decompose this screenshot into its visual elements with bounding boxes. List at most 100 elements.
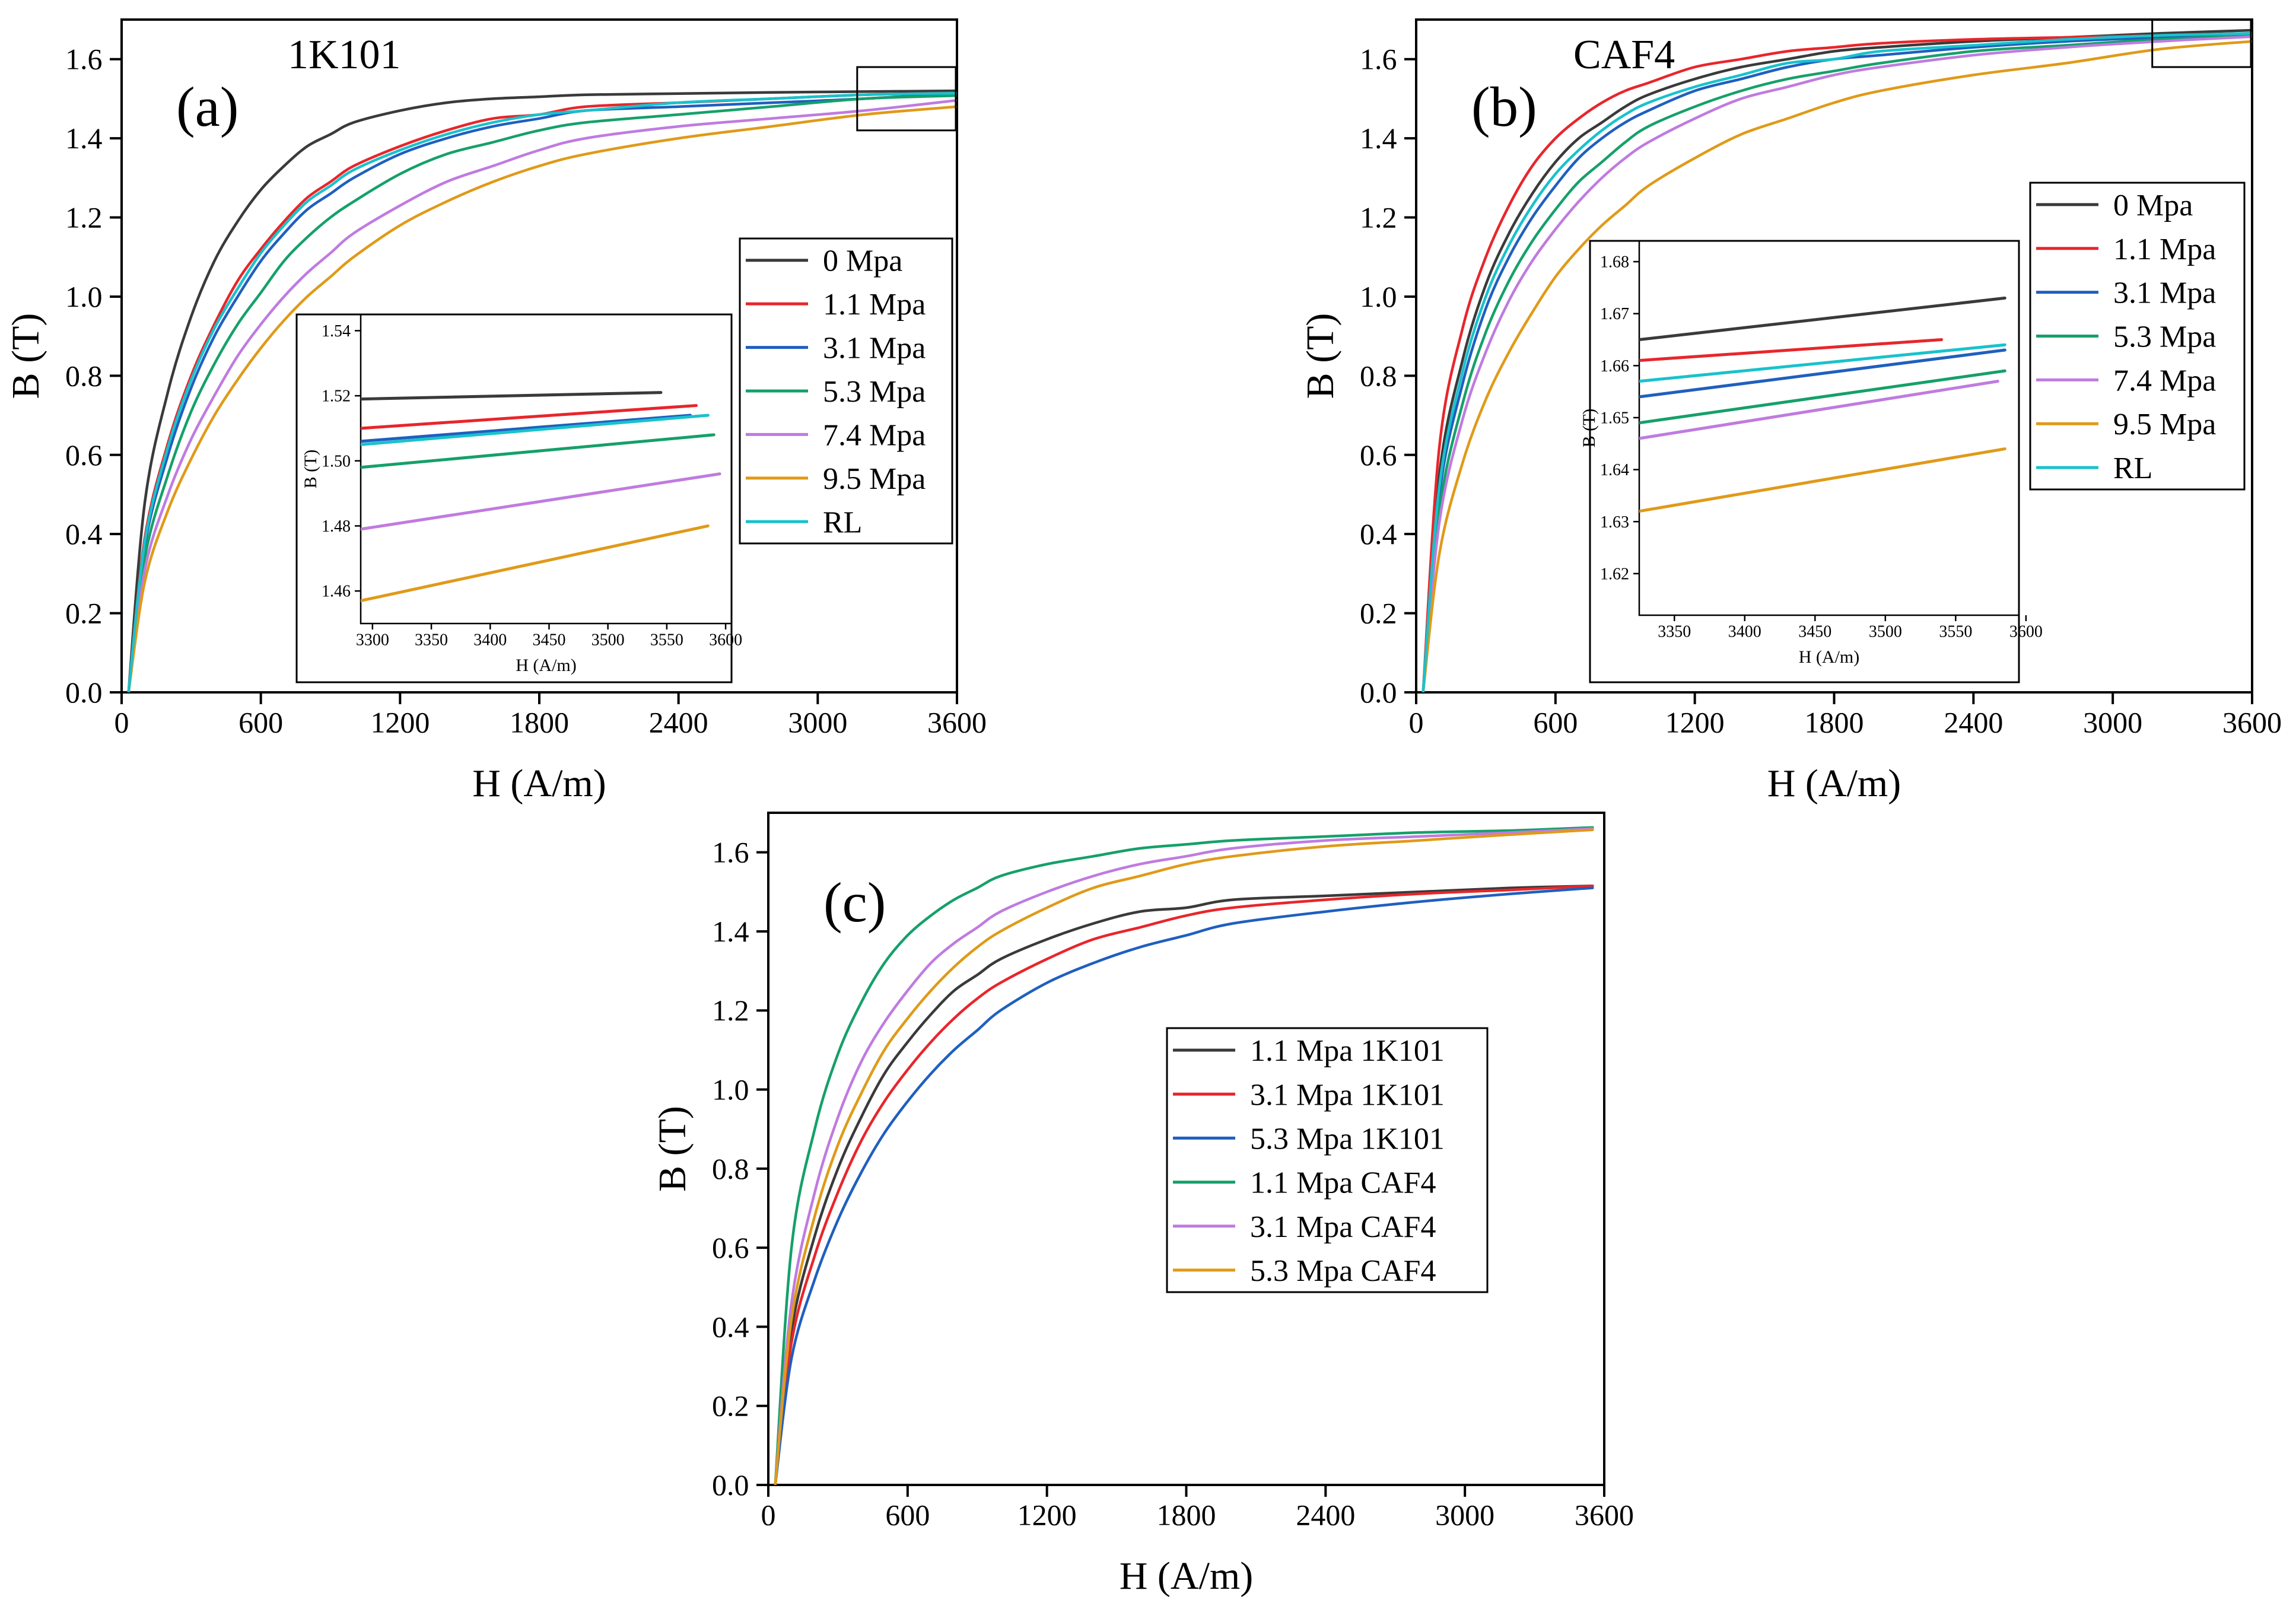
series-line-9-5-mpa bbox=[361, 524, 710, 603]
legend-label: 1.1 Mpa 1K101 bbox=[1250, 1034, 1445, 1068]
y-tick-label: 1.2 bbox=[65, 201, 103, 234]
series-line-3-1-mpa-1k101 bbox=[774, 885, 1594, 1485]
series-line-0-mpa bbox=[1422, 28, 2252, 692]
legend-label: 1.1 Mpa CAF4 bbox=[1250, 1166, 1436, 1200]
series-line-3-1-mpa bbox=[1422, 33, 2252, 692]
series-line-1-1-mpa-1k101 bbox=[774, 885, 1594, 1485]
series-line-1-1-mpa-caf4 bbox=[774, 826, 1594, 1485]
chart-panel-a: 0 600 1200 1800 2400 3000 3600 0.0 0.2 0.4 0.6 0.8 1… bbox=[4, 18, 987, 805]
legend: 0 Mpa 1.1 Mpa 3.1 Mpa 5.3 Mpa 7.4 Mpa 9.5 Mpa… bbox=[739, 237, 953, 545]
y-tick-label: 1.0 bbox=[712, 1073, 749, 1106]
plot-frame bbox=[1638, 240, 2020, 616]
y-tick-label: 1.68 bbox=[1600, 253, 1629, 272]
y-tick-label: 1.2 bbox=[1360, 201, 1397, 234]
legend: 1.1 Mpa 1K101 3.1 Mpa 1K101 5.3 Mpa 1K101 1… bbox=[1166, 1027, 1489, 1293]
series-line-7-4-mpa bbox=[1422, 35, 2252, 692]
x-tick-label: 3000 bbox=[2083, 706, 2142, 739]
y-tick-label: 1.67 bbox=[1600, 305, 1629, 323]
zoom-box bbox=[2151, 18, 2252, 68]
legend-label: 5.3 Mpa 1K101 bbox=[1250, 1122, 1445, 1156]
series-line-3-1-mpa-caf4 bbox=[774, 827, 1594, 1485]
y-tick-label: 0.2 bbox=[712, 1389, 749, 1423]
y-tick-label: 1.50 bbox=[322, 452, 351, 470]
legend-label: 9.5 Mpa bbox=[2113, 408, 2216, 441]
legend-label: 3.1 Mpa CAF4 bbox=[1250, 1210, 1436, 1244]
series-line-rl bbox=[361, 414, 710, 446]
y-tick-label: 0.4 bbox=[712, 1310, 749, 1343]
y-tick-label: 1.46 bbox=[322, 583, 351, 601]
series-line-0-mpa bbox=[361, 391, 663, 401]
legend-label: 0 Mpa bbox=[2113, 189, 2193, 222]
y-tick-label: 0.0 bbox=[712, 1468, 749, 1502]
x-tick-label: 600 bbox=[1533, 706, 1578, 739]
series-line-3-1-mpa bbox=[127, 91, 957, 692]
x-tick-label: 600 bbox=[238, 706, 283, 739]
x-tick-label: 1800 bbox=[1805, 706, 1864, 739]
x-tick-label: 3600 bbox=[2009, 623, 2043, 641]
y-tick-label: 1.52 bbox=[322, 387, 351, 406]
inset-series-group bbox=[361, 391, 721, 603]
y-tick-label: 1.0 bbox=[1360, 280, 1397, 313]
y-tick-label: 1.63 bbox=[1600, 513, 1629, 532]
y-tick-label: 0.2 bbox=[65, 597, 103, 630]
chart-panel-b: 0 600 1200 1800 2400 3000 3600 0.0 0.2 0.4 0.6 0.8 1… bbox=[1299, 18, 2282, 805]
x-tick-label: 3400 bbox=[1728, 623, 1761, 641]
series-line-7-4-mpa bbox=[361, 472, 721, 531]
y-tick-label: 0.0 bbox=[1360, 676, 1397, 709]
x-tick-label: 3000 bbox=[788, 706, 847, 739]
series-line-1-1-mpa bbox=[361, 404, 698, 430]
y-tick-label: 1.66 bbox=[1600, 357, 1629, 376]
chart-title: CAF4 bbox=[1573, 32, 1675, 78]
inset-series-group bbox=[1639, 296, 2006, 513]
plot-frame bbox=[360, 313, 733, 625]
x-tick-label: 2400 bbox=[1944, 706, 2003, 739]
x-tick-label: 3600 bbox=[1575, 1499, 1634, 1532]
x-axis-label: H (A/m) bbox=[516, 656, 576, 675]
x-tick-label: 3600 bbox=[709, 631, 742, 650]
x-tick-label: 3000 bbox=[1435, 1499, 1494, 1532]
legend-label: 3.1 Mpa 1K101 bbox=[1250, 1078, 1445, 1112]
x-tick-label: 0 bbox=[1409, 706, 1424, 739]
x-tick-label: 0 bbox=[761, 1499, 776, 1532]
y-axis-label: B (T) bbox=[1299, 313, 1342, 399]
panel-label: (b) bbox=[1471, 75, 1537, 138]
series-line-rl bbox=[1422, 32, 2252, 692]
series-line-5-3-mpa bbox=[361, 433, 715, 469]
x-tick-label: 2400 bbox=[649, 706, 708, 739]
series-group bbox=[774, 826, 1594, 1485]
legend-label: 5.3 Mpa bbox=[823, 375, 926, 409]
y-tick-label: 1.4 bbox=[65, 122, 103, 155]
legend-frame bbox=[1166, 1027, 1489, 1293]
chart-title: 1K101 bbox=[288, 32, 401, 78]
y-tick-label: 0.8 bbox=[65, 359, 103, 392]
chart-panel-c: 0 600 1200 1800 2400 3000 3600 0.0 0.2 0.4 0.6 0.8 1… bbox=[651, 812, 1634, 1598]
series-line-0-mpa bbox=[127, 89, 957, 692]
legend-label: 3.1 Mpa bbox=[823, 332, 926, 365]
series-line-9-5-mpa bbox=[1422, 40, 2252, 692]
y-axis-label: B (T) bbox=[651, 1106, 694, 1192]
series-line-1-1-mpa bbox=[1639, 338, 1944, 362]
x-tick-label: 2400 bbox=[1296, 1499, 1355, 1532]
y-tick-label: 0.6 bbox=[712, 1231, 749, 1264]
x-axis-label: H (A/m) bbox=[472, 762, 606, 805]
y-tick-label: 1.54 bbox=[322, 322, 351, 341]
y-tick-label: 0.8 bbox=[712, 1152, 749, 1185]
x-tick-label: 1800 bbox=[1157, 1499, 1216, 1532]
y-tick-label: 0.0 bbox=[65, 676, 103, 709]
x-tick-label: 3300 bbox=[356, 631, 389, 650]
series-group bbox=[127, 89, 957, 692]
y-tick-label: 1.6 bbox=[712, 836, 749, 869]
x-tick-label: 600 bbox=[885, 1499, 930, 1532]
inset-frame bbox=[295, 313, 733, 683]
x-tick-label: 3450 bbox=[1798, 623, 1831, 641]
y-tick-label: 0.6 bbox=[65, 438, 103, 472]
x-tick-label: 3550 bbox=[650, 631, 683, 650]
zoom-box bbox=[856, 66, 957, 132]
y-tick-label: 1.6 bbox=[1360, 43, 1397, 76]
y-tick-label: 0.4 bbox=[1360, 517, 1397, 551]
y-tick-label: 1.2 bbox=[712, 994, 749, 1027]
x-tick-label: 3550 bbox=[1939, 623, 1972, 641]
x-tick-label: 1200 bbox=[370, 706, 430, 739]
legend-label: 0 Mpa bbox=[823, 244, 902, 278]
y-tick-label: 0.6 bbox=[1360, 438, 1397, 472]
